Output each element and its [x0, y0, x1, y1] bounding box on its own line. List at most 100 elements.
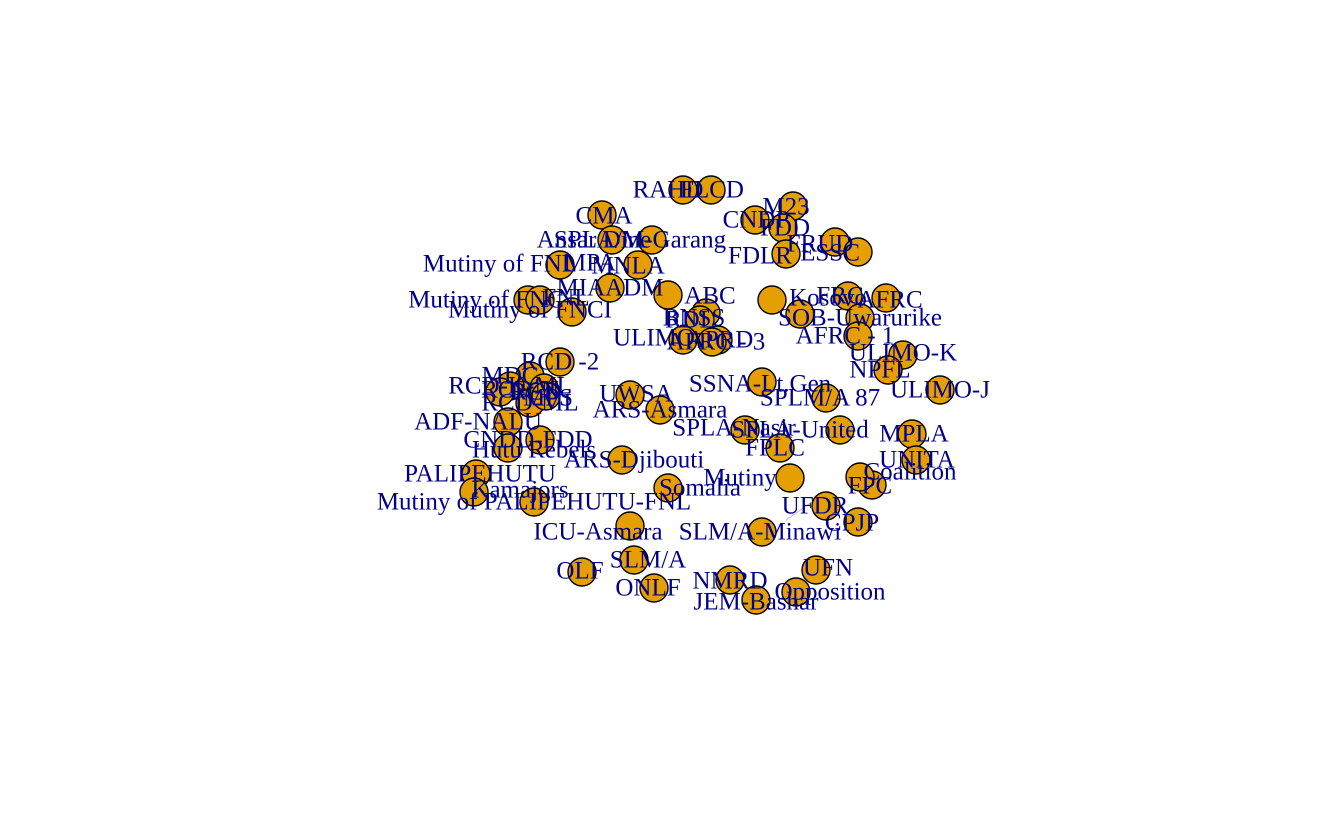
node-label: ADF-NALU [414, 409, 542, 436]
graph-node [567, 557, 597, 587]
node-label: FDD [760, 215, 810, 242]
node-label: FRC [816, 283, 863, 310]
graph-node [545, 347, 575, 377]
graph-node [715, 565, 745, 595]
node-label: ARS-Asmara [593, 397, 728, 424]
graph-node [843, 507, 873, 537]
node-label: Mutiny [703, 465, 777, 492]
node-label: AFRC - 1 [796, 323, 895, 350]
node-label: FPC [848, 473, 892, 500]
node-label: FNL [542, 285, 589, 312]
graph-node [653, 280, 683, 310]
node-label: FDLR [728, 243, 792, 270]
graph-node [843, 321, 873, 351]
graph-node [843, 237, 873, 267]
node-label: ABC [684, 283, 735, 310]
node-label: BNSS [663, 305, 726, 332]
node-label: Opposition [774, 579, 886, 606]
node-label: SPLA/M-Garang [554, 227, 727, 254]
graph-node [696, 175, 726, 205]
node-label: NMRD [692, 568, 767, 595]
node-label: MDC [482, 363, 539, 390]
graph-node [485, 377, 515, 407]
node-label: ULIMO-K [849, 340, 957, 367]
graph-edge [785, 501, 813, 521]
node-label: Mutiny of FNL [423, 251, 577, 278]
graph-node [811, 383, 841, 413]
graph-node [757, 285, 787, 315]
node-label: NPFL [849, 357, 910, 384]
node-label: Kamajors [471, 477, 568, 504]
node-label: FRUD [787, 231, 854, 258]
node-label: Coalition [863, 459, 957, 486]
node-label: SPLA-Nasir [672, 415, 796, 442]
graph-node [730, 415, 760, 445]
graph-node [811, 491, 841, 521]
node-label: UWSA [599, 381, 673, 408]
node-label: RCD-K-ML [448, 373, 572, 400]
node-label: SOB-Uwarurike [778, 305, 942, 332]
node-label: CMA [576, 203, 633, 230]
node-label: CNDP [723, 207, 790, 234]
node-label: UFDR [782, 493, 849, 520]
graph-node [845, 462, 875, 492]
graph-node [637, 225, 667, 255]
node-label: CNDD-FDD [463, 427, 592, 454]
graph-node [531, 381, 561, 411]
graph-node [615, 511, 645, 541]
node-label: UFN [803, 555, 853, 582]
graph-node [771, 239, 801, 269]
graph-node [873, 355, 903, 385]
node-label: AFRC [857, 287, 922, 314]
graph-node [459, 477, 489, 507]
node-label: M23 [762, 194, 809, 221]
graph-node [607, 445, 637, 475]
node-label: AFRC - 3 [667, 329, 766, 356]
node-label: MPLA [879, 421, 948, 448]
node-label: Somalia [659, 475, 741, 502]
graph-node [871, 283, 901, 313]
node-label: MNLA [591, 253, 665, 280]
node-label: SLM/A-Minawi [679, 519, 842, 546]
node-label: JEM-Bashar [694, 589, 820, 616]
node-label: ESSC [800, 240, 860, 267]
graph-node [653, 473, 683, 503]
graph-node [781, 577, 811, 607]
node-label: FLCD [680, 177, 744, 204]
graph-node [668, 325, 698, 355]
node-layer [459, 175, 955, 615]
graph-node [765, 433, 795, 463]
node-label: UNITA [879, 447, 955, 474]
node-label: Hutu Rebels [472, 437, 596, 464]
graph-node [741, 585, 771, 615]
graph-node [639, 573, 669, 603]
node-label: Ansar Dine [537, 227, 652, 254]
node-label: SPLM/A 87 [760, 385, 880, 412]
graph-node [525, 425, 555, 455]
graph-node [493, 433, 523, 463]
node-label: Mutiny of FNC [408, 287, 564, 314]
graph-node [645, 395, 675, 425]
graph-node [825, 415, 855, 445]
graph-node [557, 297, 587, 327]
graph-node [801, 555, 831, 585]
node-label: MPS [523, 385, 573, 412]
node-label: MIAADM [557, 275, 664, 302]
node-label: RAHD [633, 177, 704, 204]
graph-node [740, 205, 770, 235]
node-label: CPJP [825, 510, 879, 537]
graph-node [697, 327, 727, 357]
node-label: SLM/A [610, 547, 686, 574]
graph-node [925, 375, 955, 405]
graph-node [623, 250, 653, 280]
node-label: OLF [556, 558, 603, 585]
graph-node [587, 200, 617, 230]
node-label: APRD [687, 327, 754, 354]
graph-node [785, 299, 815, 329]
node-label: ONLF [615, 575, 680, 602]
node-label: Kosovo [789, 285, 867, 312]
node-label: RCD-N [481, 377, 559, 404]
graph-node [525, 285, 555, 315]
